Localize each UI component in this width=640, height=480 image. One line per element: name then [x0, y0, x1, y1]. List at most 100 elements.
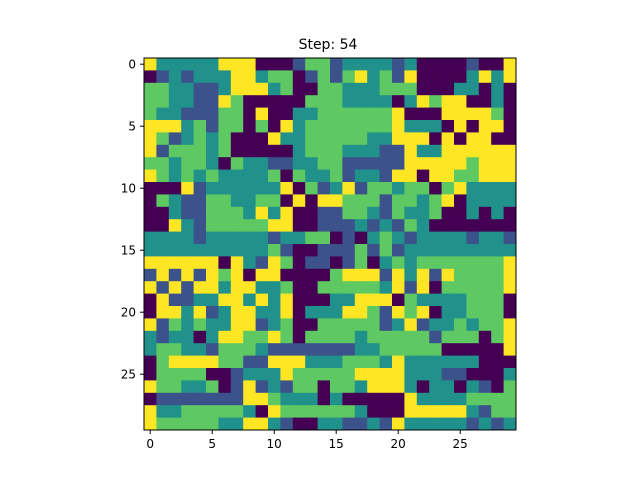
heatmap-cell — [441, 95, 455, 109]
heatmap-cell — [206, 132, 219, 146]
heatmap-cell — [144, 368, 157, 381]
heatmap-cell — [503, 219, 517, 233]
heatmap-cell — [181, 144, 195, 158]
heatmap-cell — [454, 355, 467, 369]
heatmap-cell — [330, 82, 343, 96]
heatmap-cell — [292, 343, 306, 357]
heatmap-cell — [330, 206, 343, 220]
heatmap-cell — [367, 95, 381, 109]
heatmap-cell — [416, 107, 430, 121]
heatmap-cell — [193, 231, 207, 245]
heatmap-cell — [230, 380, 244, 394]
heatmap-cell — [466, 95, 480, 109]
heatmap-cell — [330, 293, 343, 307]
heatmap-cell — [193, 355, 207, 369]
heatmap-cell — [168, 120, 182, 133]
heatmap-cell — [218, 343, 232, 357]
heatmap-cell — [367, 144, 381, 158]
heatmap-cell — [218, 293, 232, 307]
heatmap-cells — [144, 58, 517, 431]
heatmap-cell — [230, 144, 244, 158]
heatmap-cell — [292, 355, 306, 369]
heatmap-cell — [193, 343, 207, 357]
heatmap-cell — [379, 256, 393, 270]
heatmap-cell — [367, 355, 381, 369]
heatmap-cell — [243, 380, 257, 394]
heatmap-cell — [317, 58, 331, 71]
heatmap-cell — [305, 157, 319, 171]
heatmap-cell — [305, 355, 319, 369]
heatmap-cell — [305, 392, 319, 406]
heatmap-cell — [416, 343, 430, 357]
heatmap-cell — [230, 318, 244, 332]
heatmap-cell — [491, 417, 505, 431]
heatmap-cell — [305, 293, 319, 307]
heatmap-cell — [392, 107, 405, 121]
heatmap-cell — [305, 417, 319, 431]
heatmap-cell — [392, 306, 405, 319]
heatmap-cell — [317, 306, 331, 319]
heatmap-cell — [392, 82, 405, 96]
heatmap-cell — [441, 231, 455, 245]
heatmap-cell — [292, 194, 306, 208]
heatmap-cell — [342, 293, 356, 307]
heatmap-cell — [342, 392, 356, 406]
heatmap-cell — [379, 306, 393, 319]
heatmap-cell — [466, 417, 480, 431]
heatmap-cell — [330, 169, 343, 183]
heatmap-cell — [491, 95, 505, 109]
heatmap-cell — [181, 355, 195, 369]
heatmap-cell — [230, 120, 244, 133]
heatmap-cell — [466, 343, 480, 357]
heatmap-cell — [404, 157, 418, 171]
heatmap-cell — [466, 268, 480, 282]
heatmap-cell — [478, 417, 492, 431]
heatmap-cell — [317, 120, 331, 133]
heatmap-cell — [181, 58, 195, 71]
heatmap-cell — [367, 82, 381, 96]
heatmap-cell — [478, 144, 492, 158]
heatmap-cell — [317, 368, 331, 381]
heatmap-cell — [454, 368, 467, 381]
heatmap-cell — [342, 120, 356, 133]
heatmap-cell — [218, 169, 232, 183]
heatmap-cell — [354, 368, 368, 381]
heatmap-cell — [330, 405, 343, 419]
heatmap-cell — [230, 256, 244, 270]
heatmap-cell — [268, 355, 281, 369]
heatmap-cell — [342, 231, 356, 245]
heatmap-cell — [454, 157, 467, 171]
heatmap-cell — [503, 194, 517, 208]
heatmap-cell — [354, 107, 368, 121]
heatmap-cell — [491, 405, 505, 419]
heatmap-cell — [181, 194, 195, 208]
heatmap-cell — [392, 70, 405, 84]
heatmap-cell — [280, 58, 294, 71]
heatmap-cell — [491, 318, 505, 332]
heatmap-cell — [404, 281, 418, 295]
heatmap-cell — [454, 330, 467, 344]
heatmap-cell — [379, 206, 393, 220]
heatmap-cell — [416, 330, 430, 344]
heatmap-cell — [491, 120, 505, 133]
heatmap-cell — [255, 231, 269, 245]
heatmap-cell — [218, 182, 232, 195]
x-tick-label: 20 — [391, 437, 406, 451]
heatmap-cell — [404, 169, 418, 183]
heatmap-cell — [268, 368, 281, 381]
heatmap-cell — [441, 58, 455, 71]
heatmap-cell — [466, 206, 480, 220]
heatmap-cell — [144, 343, 157, 357]
heatmap-cell — [441, 219, 455, 233]
heatmap-cell — [416, 281, 430, 295]
heatmap-cell — [193, 70, 207, 84]
heatmap-cell — [503, 231, 517, 245]
heatmap-cell — [478, 120, 492, 133]
heatmap-cell — [454, 70, 467, 84]
heatmap-cell — [193, 144, 207, 158]
heatmap-cell — [243, 120, 257, 133]
heatmap-cell — [292, 120, 306, 133]
heatmap-cell — [317, 157, 331, 171]
heatmap-cell — [292, 281, 306, 295]
heatmap-cell — [503, 244, 517, 257]
